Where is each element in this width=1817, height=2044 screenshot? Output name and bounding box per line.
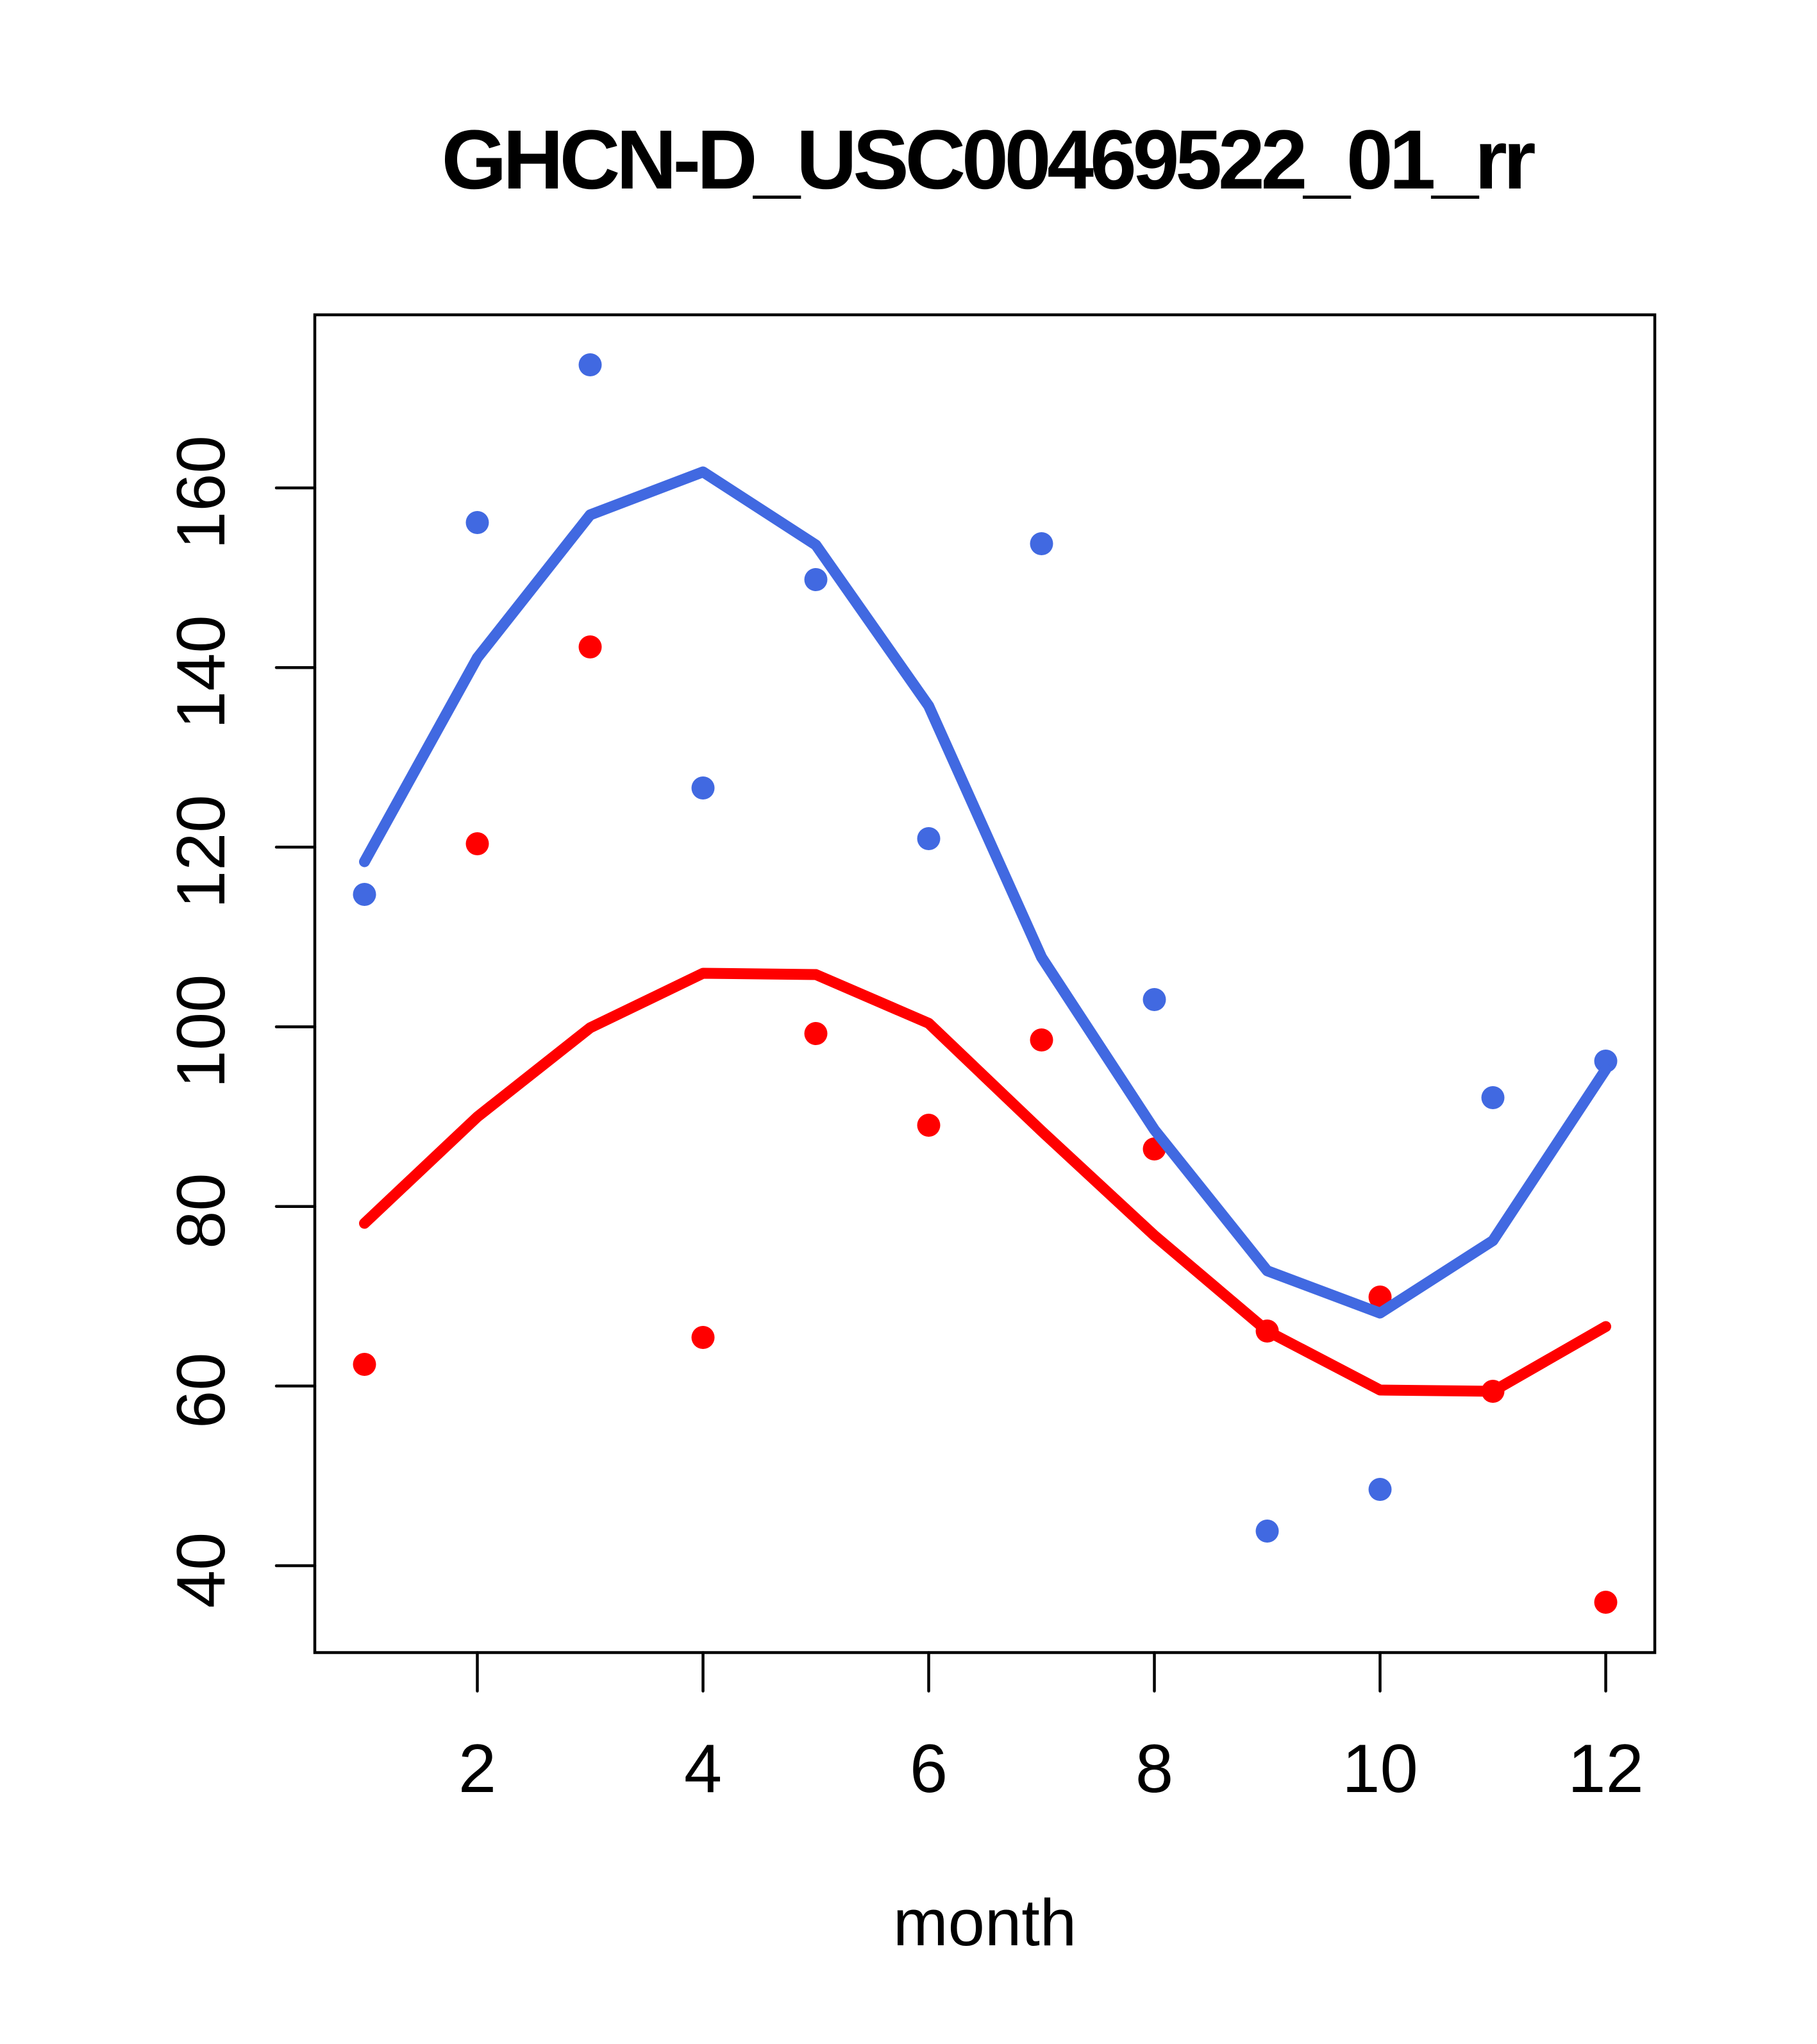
svg-text:2: 2 <box>458 1730 496 1807</box>
svg-text:100: 100 <box>163 975 239 1089</box>
svg-text:12: 12 <box>1568 1730 1643 1807</box>
svg-text:160: 160 <box>163 435 239 549</box>
svg-text:GHCN-D_USC00469522_01_rr: GHCN-D_USC00469522_01_rr <box>442 112 1535 206</box>
svg-text:6: 6 <box>910 1730 948 1807</box>
svg-text:8: 8 <box>1135 1730 1173 1807</box>
svg-text:60: 60 <box>163 1353 239 1428</box>
svg-text:120: 120 <box>163 794 239 909</box>
svg-text:140: 140 <box>163 615 239 729</box>
svg-text:4: 4 <box>684 1730 722 1807</box>
svg-text:month: month <box>893 1886 1076 1959</box>
svg-text:10: 10 <box>1342 1730 1418 1807</box>
svg-text:40: 40 <box>163 1532 239 1608</box>
svg-text:80: 80 <box>163 1173 239 1248</box>
